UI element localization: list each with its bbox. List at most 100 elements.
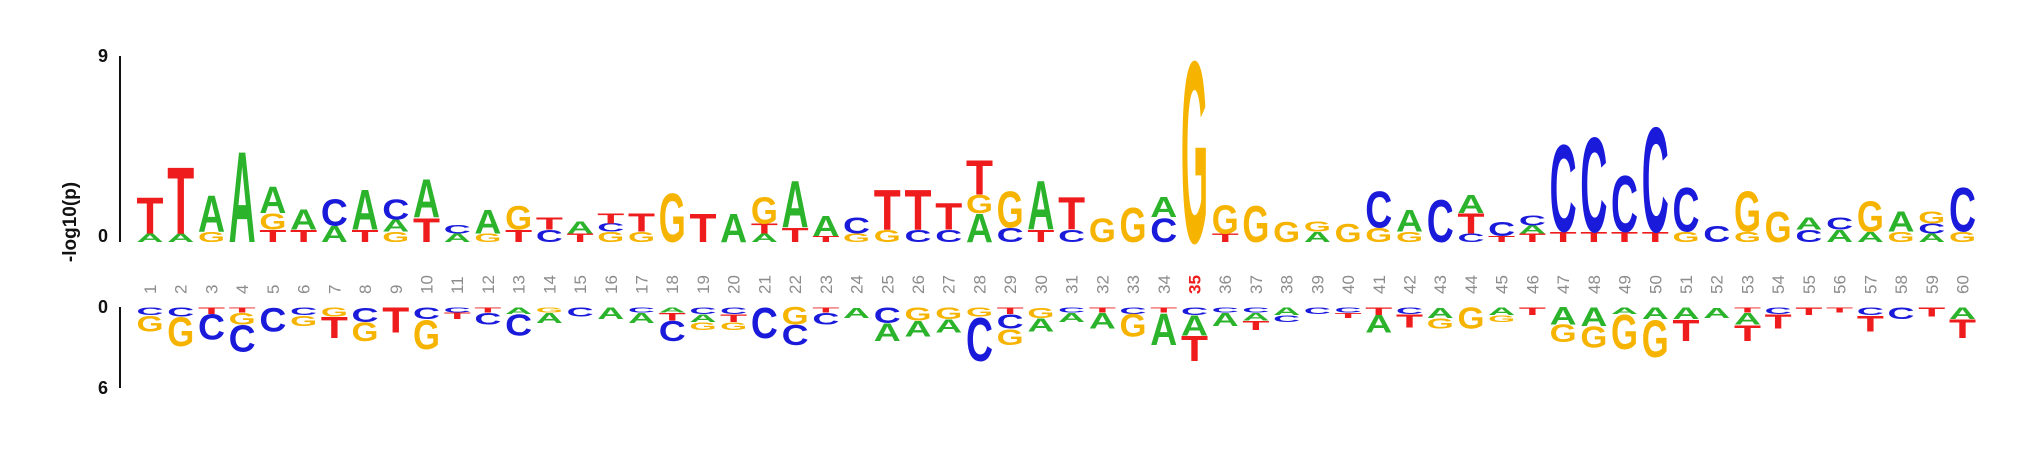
position-label-11: 11 [448, 276, 467, 294]
logo-letter-t-down-pos-59-0: T [1918, 304, 1945, 319]
logo-letter-c-up-pos-50-1: C [1642, 97, 1669, 264]
position-label-19: 19 [694, 275, 713, 294]
logo-letter-c-down-pos-12-1: C [474, 310, 501, 329]
logo-letter-a-down-pos-52-0: A [1703, 305, 1730, 322]
logo-letters: ATCGATCGGATCATGCTGACTACGACGTTACGGACTTACG… [137, 8, 1977, 374]
position-label-59: 59 [1923, 275, 1942, 294]
logo-letter-t-up-pos-16-2: T [597, 210, 624, 226]
logo-letter-t-up-pos-23-0: T [812, 234, 840, 244]
logo-letter-c-up-pos-45-1: C [1488, 218, 1515, 240]
position-label-24: 24 [848, 275, 867, 294]
logo-letter-c-down-pos-35-0: C [1181, 305, 1208, 318]
logo-letter-g-down-pos-26-0: G [905, 304, 932, 325]
logo-letter-t-down-pos-37-2: T [1242, 318, 1269, 333]
logo-letter-c-down-pos-2-0: C [167, 305, 194, 320]
logo-letter-c-up-pos-48-1: C [1580, 110, 1607, 261]
logo-letter-a-down-pos-60-0: A [1949, 305, 1976, 324]
logo-letter-c-up-pos-29-0: C [997, 225, 1024, 247]
logo-letter-t-up-pos-6-0: T [290, 227, 318, 246]
logo-letter-c-down-pos-33-0: C [1120, 305, 1147, 316]
logo-letter-a-up-pos-56-0: A [1826, 227, 1853, 246]
logo-letter-c-down-pos-57-0: C [1857, 305, 1884, 318]
logo-letter-t-down-pos-32-0: T [1089, 306, 1117, 315]
logo-letter-a-up-pos-11-0: A [444, 232, 471, 245]
logo-letter-g-down-pos-33-1: G [1120, 309, 1147, 344]
logo-letter-t-down-pos-18-1: T [659, 310, 686, 323]
logo-letter-c-down-pos-58-0: C [1888, 305, 1915, 324]
position-label-51: 51 [1677, 275, 1696, 294]
logo-letter-g-up-pos-58-0: G [1888, 229, 1915, 245]
logo-letter-a-down-pos-51-0: A [1673, 305, 1700, 324]
logo-letter-a-down-pos-35-1: A [1181, 311, 1208, 343]
logo-letter-c-down-pos-17-0: C [628, 306, 655, 314]
logo-letter-g-up-pos-37-0: G [1242, 196, 1269, 254]
logo-letter-c-down-pos-23-1: C [812, 310, 839, 329]
logo-letter-g-down-pos-30-0: G [1027, 304, 1054, 321]
logo-letter-c-up-pos-43-0: C [1427, 187, 1454, 256]
logo-letter-c-down-pos-28-1: C [966, 305, 993, 374]
logo-letter-t-up-pos-10-0: T [413, 211, 440, 249]
logo-letter-a-up-pos-3-1: A [198, 185, 225, 244]
logo-letter-c-up-pos-9-2: C [382, 194, 409, 226]
logo-letter-g-down-pos-48-1: G [1580, 321, 1607, 354]
logo-letter-c-up-pos-52-0: C [1703, 221, 1730, 247]
logo-letter-t-up-pos-5-0: T [259, 227, 287, 246]
logo-letter-c-down-pos-15-0: C [567, 305, 594, 320]
logo-letter-c-down-pos-20-0: C [720, 305, 747, 316]
logo-letter-c-down-pos-36-0: C [1212, 306, 1239, 314]
logo-letter-a-down-pos-50-0: A [1642, 305, 1669, 324]
logo-letter-c-down-pos-38-1: C [1273, 313, 1300, 324]
logo-letter-a-down-pos-38-0: A [1273, 305, 1300, 318]
logo-letter-t-up-pos-45-0: T [1488, 234, 1516, 244]
logo-letter-g-down-pos-44-0: G [1457, 302, 1484, 335]
logo-letter-t-up-pos-17-1: T [628, 208, 655, 237]
logo-letter-c-up-pos-44-0: C [1457, 232, 1484, 245]
position-label-21: 21 [755, 275, 774, 294]
logo-letter-g-down-pos-14-0: G [536, 306, 563, 314]
logo-letter-t-up-pos-28-2: T [966, 150, 993, 205]
logo-letter-g-up-pos-9-0: G [382, 229, 409, 245]
logo-letter-g-down-pos-49-1: G [1611, 305, 1638, 359]
logo-letter-c-up-pos-24-1: C [843, 213, 870, 239]
logo-letter-t-down-pos-7-1: T [321, 312, 348, 345]
logo-letter-a-up-pos-22-1: A [782, 168, 809, 242]
logo-letter-t-down-pos-20-1: T [720, 312, 747, 325]
logo-letter-g-up-pos-40-0: G [1335, 219, 1362, 248]
logo-letter-g-up-pos-21-2: G [751, 189, 778, 232]
logo-letter-a-down-pos-25-1: A [874, 318, 901, 346]
logo-letter-c-up-pos-56-1: C [1826, 215, 1853, 234]
logo-letter-a-up-pos-8-1: A [352, 179, 379, 243]
logo-letter-g-down-pos-8-1: G [352, 317, 379, 347]
logo-letter-c-down-pos-40-0: C [1335, 306, 1362, 314]
logo-letter-c-up-pos-46-2: C [1519, 213, 1546, 229]
position-label-1: 1 [141, 285, 160, 294]
position-label-49: 49 [1616, 275, 1635, 294]
position-label-32: 32 [1093, 275, 1112, 294]
position-label-58: 58 [1892, 275, 1911, 294]
logo-letter-c-down-pos-42-0: C [1396, 305, 1423, 316]
logo-letter-a-up-pos-12-1: A [474, 202, 501, 241]
position-label-2: 2 [172, 285, 191, 294]
logo-letter-c-down-pos-39-0: C [1304, 305, 1331, 316]
logo-letter-g-up-pos-51-0: G [1673, 229, 1700, 245]
logo-letter-c-up-pos-47-1: C [1550, 121, 1577, 259]
logo-letter-a-up-pos-59-0: A [1918, 232, 1945, 245]
logo-letter-c-down-pos-10-0: C [413, 305, 440, 324]
logo-letter-a-down-pos-48-0: A [1580, 302, 1607, 331]
logo-letter-t-down-pos-42-1: T [1396, 311, 1423, 332]
logo-letter-a-up-pos-6-1: A [290, 205, 317, 237]
logo-letter-t-up-pos-21-1: T [751, 221, 778, 237]
logo-letter-a-down-pos-30-1: A [1027, 315, 1054, 336]
position-label-53: 53 [1738, 275, 1757, 294]
position-label-44: 44 [1462, 275, 1481, 294]
logo-letter-a-up-pos-15-1: A [567, 219, 594, 238]
position-label-27: 27 [940, 275, 959, 294]
logo-letter-a-down-pos-14-1: A [536, 310, 563, 327]
logo-letter-t-up-pos-8-0: T [352, 227, 380, 246]
logo-letter-g-up-pos-5-1: G [259, 209, 286, 235]
logo-letter-c-up-pos-16-1: C [597, 221, 624, 234]
logo-letter-t-down-pos-4-0: T [229, 306, 257, 315]
logo-letter-c-down-pos-18-2: C [659, 316, 686, 348]
logo-letter-g-up-pos-59-2: G [1918, 208, 1945, 228]
